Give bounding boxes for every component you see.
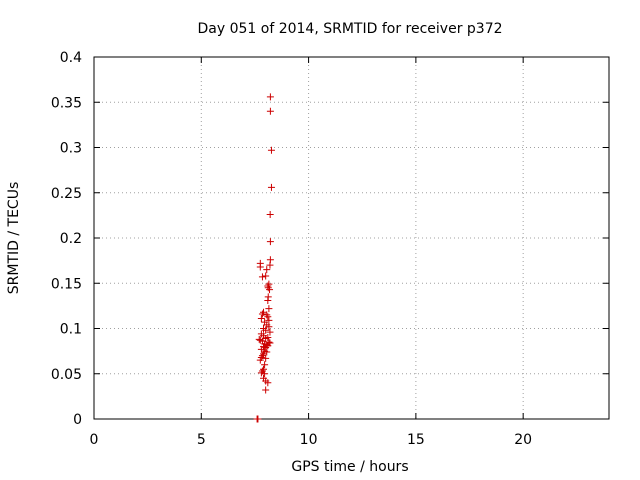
x-tick-label: 20 — [514, 432, 532, 448]
data-point — [264, 284, 272, 292]
data-point — [267, 183, 275, 191]
y-tick-label: 0.35 — [51, 95, 82, 111]
data-point — [264, 313, 272, 321]
data-point — [265, 316, 273, 324]
y-tick-label: 0.3 — [60, 141, 82, 157]
data-point — [262, 272, 270, 280]
data-point — [256, 356, 264, 364]
data-point — [266, 107, 274, 115]
data-point — [263, 266, 271, 274]
y-tick-label: 0.1 — [60, 322, 82, 338]
data-point — [254, 415, 262, 423]
data-point — [262, 354, 270, 362]
data-point — [264, 296, 272, 304]
chart-title: Day 051 of 2014, SRMTID for receiver p37… — [197, 21, 502, 37]
data-point — [255, 335, 263, 343]
data-point — [266, 286, 274, 294]
data-point — [266, 261, 274, 269]
data-point — [265, 323, 273, 331]
data-point — [258, 273, 266, 281]
data-point — [266, 93, 274, 101]
data-point — [257, 345, 265, 353]
x-tick-label: 15 — [407, 432, 425, 448]
data-point — [261, 361, 269, 369]
y-tick-label: 0.25 — [51, 186, 82, 202]
y-tick-label: 0 — [73, 412, 82, 428]
data-point — [257, 369, 265, 377]
y-tick-label: 0.2 — [60, 231, 82, 247]
data-point — [267, 146, 275, 154]
x-axis-label: GPS time / hours — [291, 459, 408, 475]
data-point — [266, 238, 274, 246]
data-point — [262, 344, 270, 352]
y-tick-label: 0.15 — [51, 276, 82, 292]
y-tick-label: 0.4 — [60, 50, 82, 66]
plot-frame — [93, 56, 610, 420]
data-point — [265, 280, 273, 288]
x-tick-label: 10 — [300, 432, 318, 448]
y-axis-label: SRMTID / TECUs — [6, 182, 22, 295]
x-tick-label: 0 — [90, 432, 99, 448]
grid-lines — [94, 57, 609, 419]
data-points — [253, 93, 275, 423]
data-point — [265, 305, 273, 313]
data-point — [262, 326, 270, 334]
data-point — [261, 370, 269, 378]
data-point — [262, 386, 270, 394]
data-point — [263, 348, 271, 356]
data-point — [258, 310, 266, 318]
data-point — [260, 350, 268, 358]
data-point — [264, 379, 272, 387]
data-point — [263, 311, 271, 319]
data-point — [266, 210, 274, 218]
data-point — [260, 365, 268, 373]
data-point — [256, 263, 264, 271]
axis-ticks: 0 5 10 15 20 0 0.05 0.1 0.15 0.2 0.25 0.3 0.35 0.4 — [51, 50, 609, 448]
y-tick-label: 0.05 — [51, 367, 82, 383]
data-point — [257, 315, 265, 323]
x-tick-label: 5 — [197, 432, 206, 448]
data-point — [266, 328, 274, 336]
